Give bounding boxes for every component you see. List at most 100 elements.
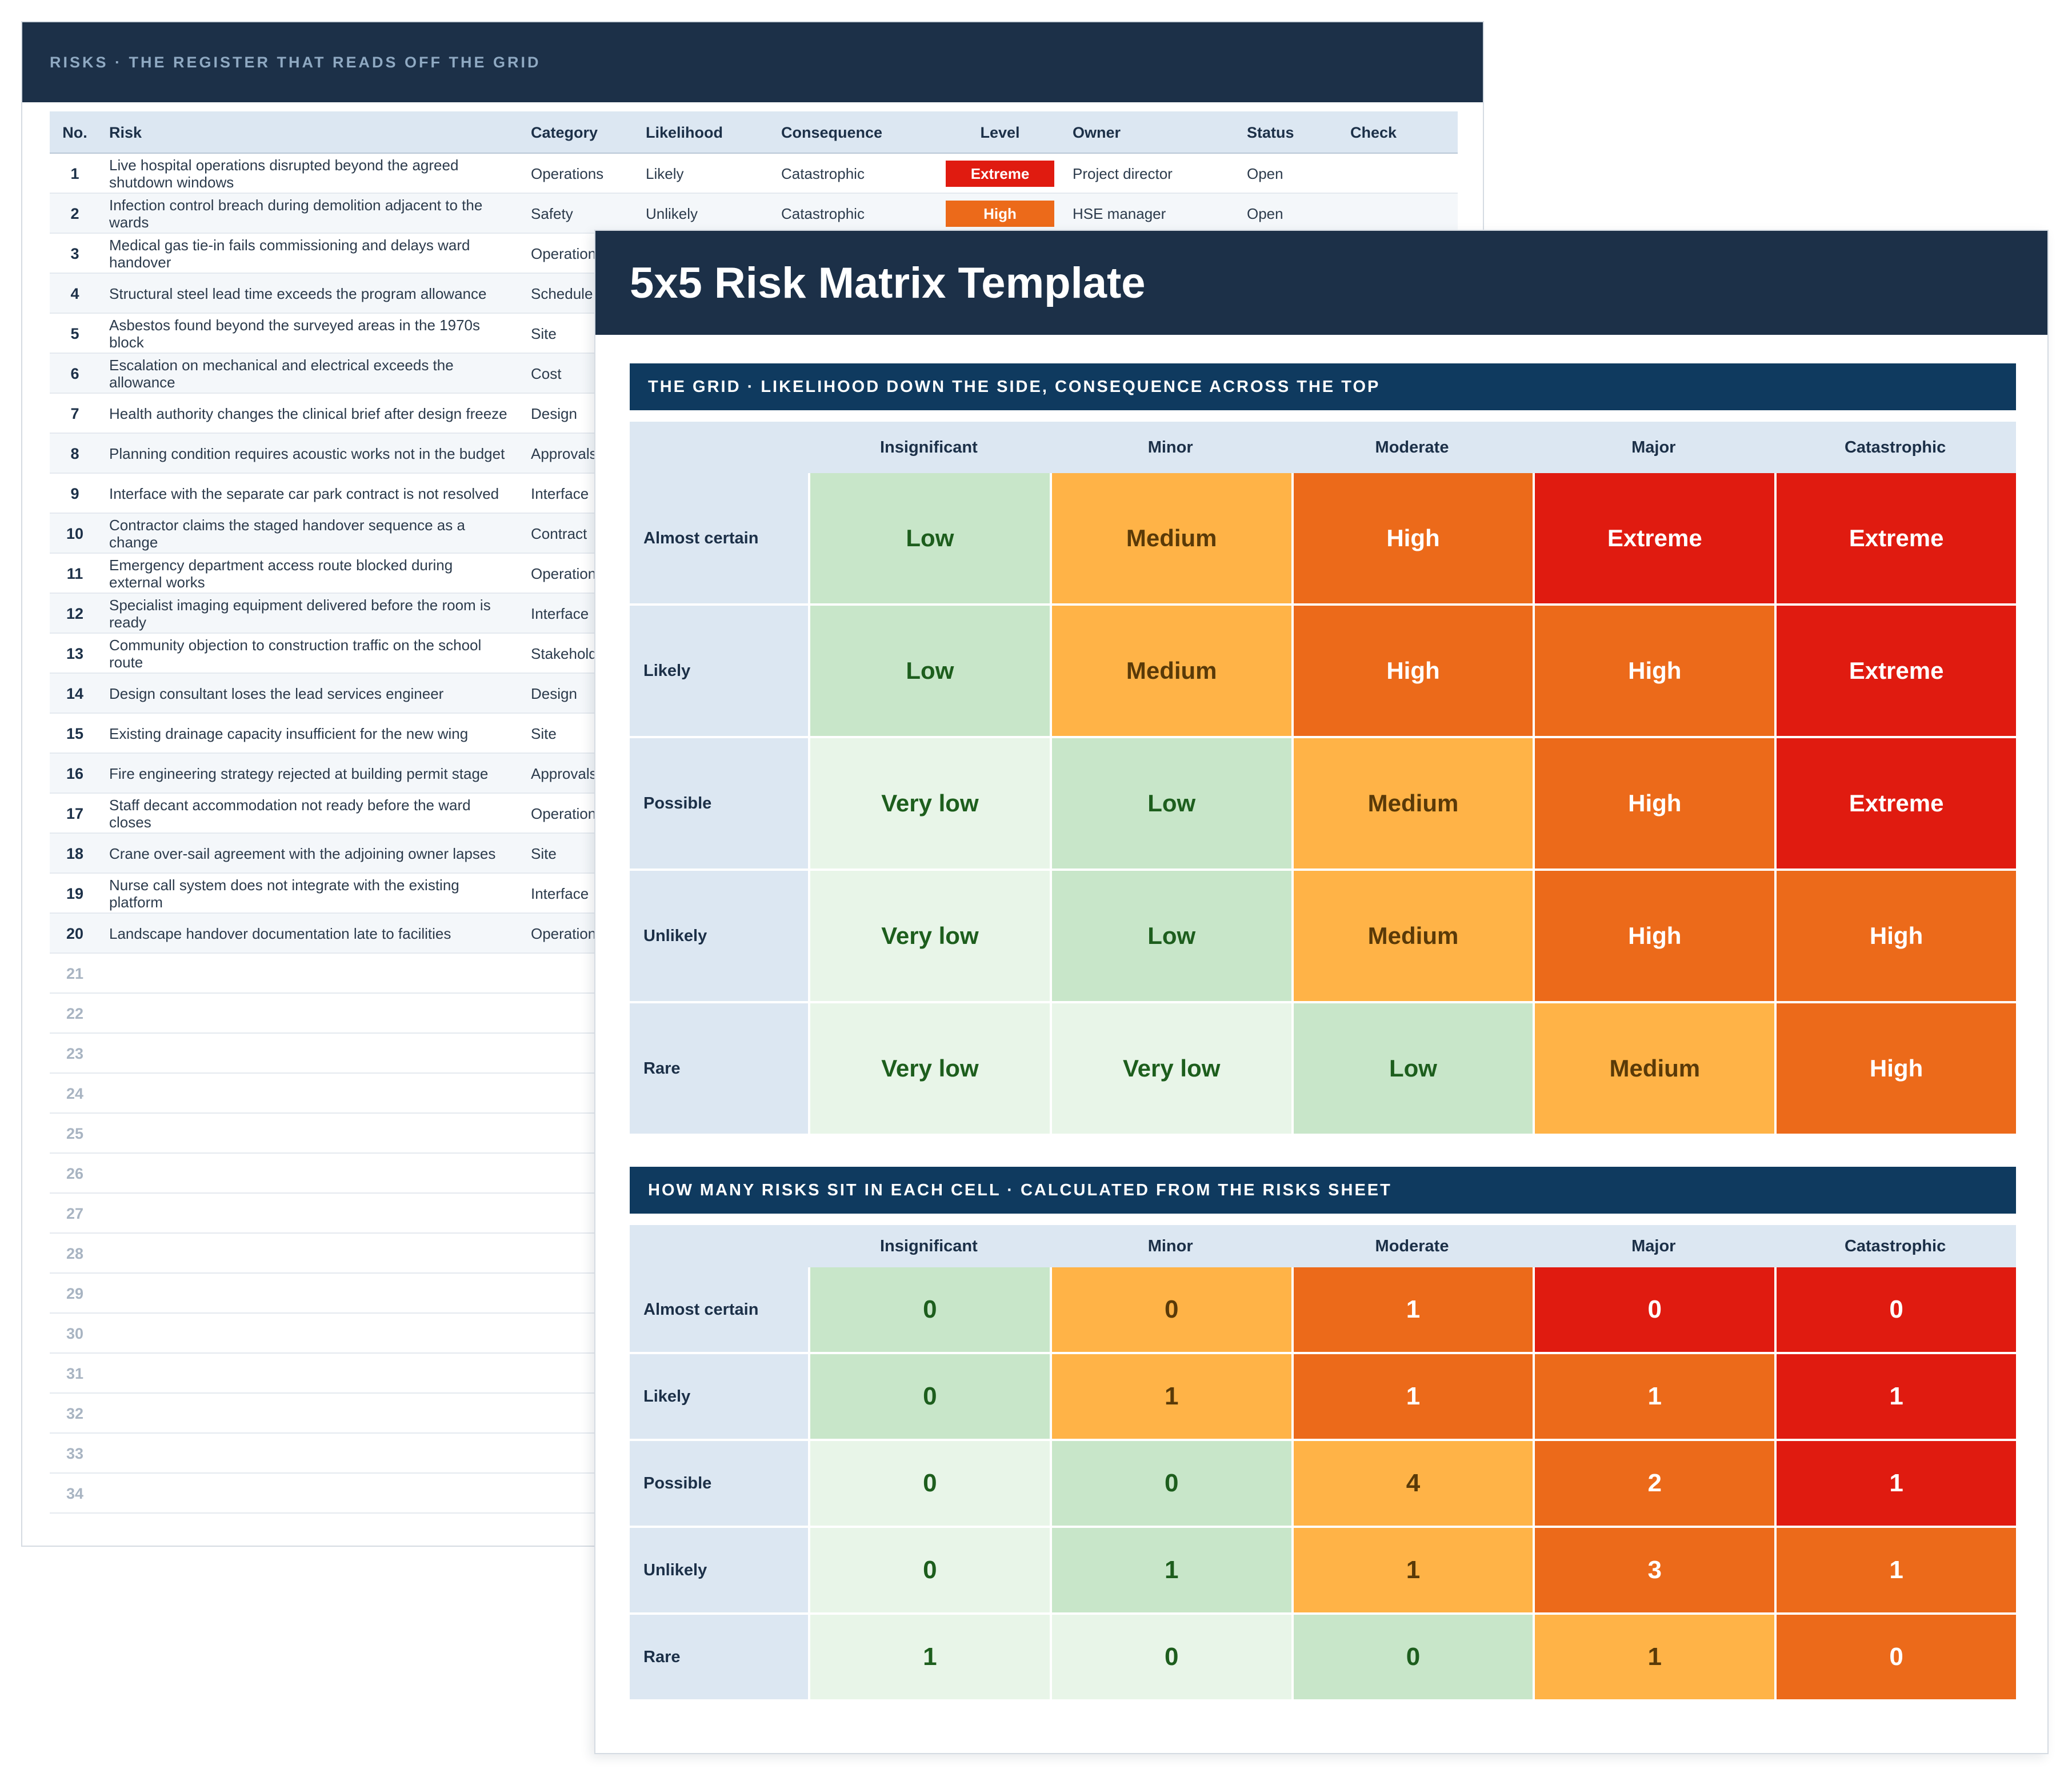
risk-consequence-cell[interactable]: Catastrophic xyxy=(781,165,865,182)
risk-count-cell[interactable]: 0 xyxy=(1774,1615,2016,1702)
risk-likelihood-cell[interactable]: Unlikely xyxy=(646,205,698,222)
row-number-cell[interactable]: 19 xyxy=(66,884,84,902)
col-header-level[interactable]: Level xyxy=(980,124,1020,141)
risk-count-cell[interactable]: 1 xyxy=(1774,1354,2016,1441)
risk-count-cell[interactable]: 0 xyxy=(1291,1615,1533,1702)
risk-category-cell[interactable]: Operation xyxy=(531,245,597,262)
risk-category-cell[interactable]: Operations xyxy=(531,165,604,182)
risk-description-cell[interactable]: Medical gas tie-in fails commissioning a… xyxy=(109,237,470,271)
row-number-cell[interactable]: 30 xyxy=(66,1324,84,1342)
row-number-cell[interactable]: 10 xyxy=(66,525,84,542)
risk-count-cell[interactable]: 2 xyxy=(1533,1441,1775,1528)
risk-count-cell[interactable]: 0 xyxy=(1049,1615,1291,1702)
risk-count-cell[interactable]: 1 xyxy=(1533,1354,1775,1441)
risk-count-cell[interactable]: 1 xyxy=(1291,1267,1533,1354)
risk-count-cell[interactable]: 1 xyxy=(808,1615,1050,1702)
risk-status-cell[interactable]: Open xyxy=(1247,165,1283,182)
row-number-cell[interactable]: 4 xyxy=(70,285,79,302)
col-header-no[interactable]: No. xyxy=(62,124,87,141)
row-number-cell[interactable]: 18 xyxy=(66,845,84,862)
risk-level-cell[interactable]: High xyxy=(1774,1003,2016,1136)
risk-category-cell[interactable]: Cost xyxy=(531,365,562,382)
risk-count-cell[interactable]: 1 xyxy=(1533,1615,1775,1702)
risk-owner-cell[interactable]: HSE manager xyxy=(1073,205,1166,222)
risk-description-cell[interactable]: Existing drainage capacity insufficient … xyxy=(109,725,469,742)
risk-count-cell[interactable]: 0 xyxy=(1533,1267,1775,1354)
col-header-category[interactable]: Category xyxy=(531,124,598,141)
risk-category-cell[interactable]: Stakehold xyxy=(531,645,597,662)
risk-count-cell[interactable]: 0 xyxy=(808,1267,1050,1354)
row-number-cell[interactable]: 21 xyxy=(66,964,84,982)
risk-level-cell[interactable]: High xyxy=(1291,473,1533,606)
table-row[interactable]: 3 Medical gas tie-in fails commissioning … xyxy=(50,234,1458,274)
risk-count-cell[interactable]: 0 xyxy=(808,1354,1050,1441)
risk-description-cell[interactable]: Escalation on mechanical and electrical … xyxy=(109,357,454,391)
risk-level-cell[interactable]: High xyxy=(1774,871,2016,1003)
risk-level-cell[interactable]: High xyxy=(1291,606,1533,738)
risk-category-cell[interactable]: Interface xyxy=(531,485,589,502)
risk-count-cell[interactable]: 0 xyxy=(808,1528,1050,1615)
risk-count-cell[interactable]: 1 xyxy=(1049,1528,1291,1615)
row-number-cell[interactable]: 14 xyxy=(66,685,84,702)
risk-count-cell[interactable]: 4 xyxy=(1291,1441,1533,1528)
risk-level-cell[interactable]: High xyxy=(1533,871,1775,1003)
risk-level-cell[interactable]: High xyxy=(1533,738,1775,871)
risk-description-cell[interactable]: Landscape handover documentation late to… xyxy=(109,925,451,942)
risk-level-cell[interactable]: Low xyxy=(1049,871,1291,1003)
risk-check-cell[interactable] xyxy=(1350,194,1447,234)
row-number-cell[interactable]: 8 xyxy=(70,445,79,462)
row-number-cell[interactable]: 28 xyxy=(66,1244,84,1262)
risk-level-cell[interactable]: Medium xyxy=(1049,606,1291,738)
risk-category-cell[interactable]: Site xyxy=(531,725,557,742)
risk-level-cell[interactable]: Extreme xyxy=(1774,606,2016,738)
risk-category-cell[interactable]: Contract xyxy=(531,525,587,542)
risk-category-cell[interactable]: Interface xyxy=(531,884,589,902)
col-header-risk[interactable]: Risk xyxy=(109,124,142,141)
risk-level-cell[interactable]: Very low xyxy=(808,871,1050,1003)
risk-description-cell[interactable]: Staff decant accommodation not ready bef… xyxy=(109,797,471,831)
row-number-cell[interactable]: 1 xyxy=(70,165,79,182)
row-number-cell[interactable]: 6 xyxy=(70,365,79,382)
risk-category-cell[interactable]: Operation xyxy=(531,565,597,582)
risk-level-cell[interactable]: Low xyxy=(1291,1003,1533,1136)
risk-description-cell[interactable]: Infection control breach during demoliti… xyxy=(109,197,483,231)
row-number-cell[interactable]: 34 xyxy=(66,1484,84,1502)
risk-consequence-cell[interactable]: Catastrophic xyxy=(781,205,865,222)
risk-description-cell[interactable]: Health authority changes the clinical br… xyxy=(109,405,507,422)
risk-count-cell[interactable]: 0 xyxy=(1049,1441,1291,1528)
risk-count-cell[interactable]: 0 xyxy=(808,1441,1050,1528)
row-number-cell[interactable]: 33 xyxy=(66,1444,84,1462)
risk-level-cell[interactable]: Low xyxy=(808,473,1050,606)
row-number-cell[interactable]: 26 xyxy=(66,1164,84,1182)
risk-level-cell[interactable]: High xyxy=(946,194,1054,234)
risk-count-cell[interactable]: 1 xyxy=(1774,1441,2016,1528)
risk-level-cell[interactable]: High xyxy=(1533,606,1775,738)
row-number-cell[interactable]: 27 xyxy=(66,1204,84,1222)
risk-category-cell[interactable]: Schedule xyxy=(531,285,593,302)
risk-description-cell[interactable]: Planning condition requires acoustic wor… xyxy=(109,445,505,462)
table-row[interactable]: 2 Infection control breach during demolit… xyxy=(50,194,1458,234)
risk-category-cell[interactable]: Safety xyxy=(531,205,573,222)
row-number-cell[interactable]: 15 xyxy=(66,725,84,742)
risk-description-cell[interactable]: Interface with the separate car park con… xyxy=(109,485,499,502)
risk-level-cell[interactable]: Extreme xyxy=(1533,473,1775,606)
row-number-cell[interactable]: 11 xyxy=(66,565,83,582)
risk-level-cell[interactable]: Very low xyxy=(1049,1003,1291,1136)
risk-description-cell[interactable]: Fire engineering strategy rejected at bu… xyxy=(109,765,489,782)
col-header-consequence[interactable]: Consequence xyxy=(781,124,883,141)
risk-description-cell[interactable]: Crane over-sail agreement with the adjoi… xyxy=(109,845,496,862)
row-number-cell[interactable]: 25 xyxy=(66,1124,84,1142)
risk-level-cell[interactable]: Medium xyxy=(1291,738,1533,871)
row-number-cell[interactable]: 31 xyxy=(66,1364,84,1382)
risk-level-cell[interactable]: Low xyxy=(1049,738,1291,871)
risk-level-cell[interactable]: Medium xyxy=(1533,1003,1775,1136)
row-number-cell[interactable]: 29 xyxy=(66,1284,84,1302)
col-header-check[interactable]: Check xyxy=(1350,124,1397,141)
risk-category-cell[interactable]: Operation xyxy=(531,805,597,822)
row-number-cell[interactable]: 23 xyxy=(66,1044,84,1062)
risk-status-cell[interactable]: Open xyxy=(1247,205,1283,222)
row-number-cell[interactable]: 5 xyxy=(70,325,79,342)
risk-count-cell[interactable]: 0 xyxy=(1049,1267,1291,1354)
risk-category-cell[interactable]: Interface xyxy=(531,605,589,622)
row-number-cell[interactable]: 12 xyxy=(66,605,84,622)
